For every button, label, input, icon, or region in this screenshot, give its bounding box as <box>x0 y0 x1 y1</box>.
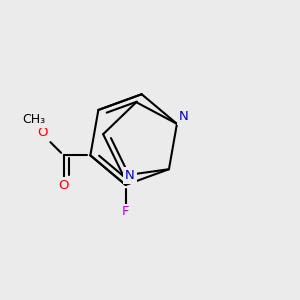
Text: F: F <box>122 205 129 218</box>
Text: O: O <box>58 179 69 192</box>
Text: CH₃: CH₃ <box>22 113 46 126</box>
Text: N: N <box>178 110 188 123</box>
Text: O: O <box>37 126 47 139</box>
Text: N: N <box>125 169 135 182</box>
